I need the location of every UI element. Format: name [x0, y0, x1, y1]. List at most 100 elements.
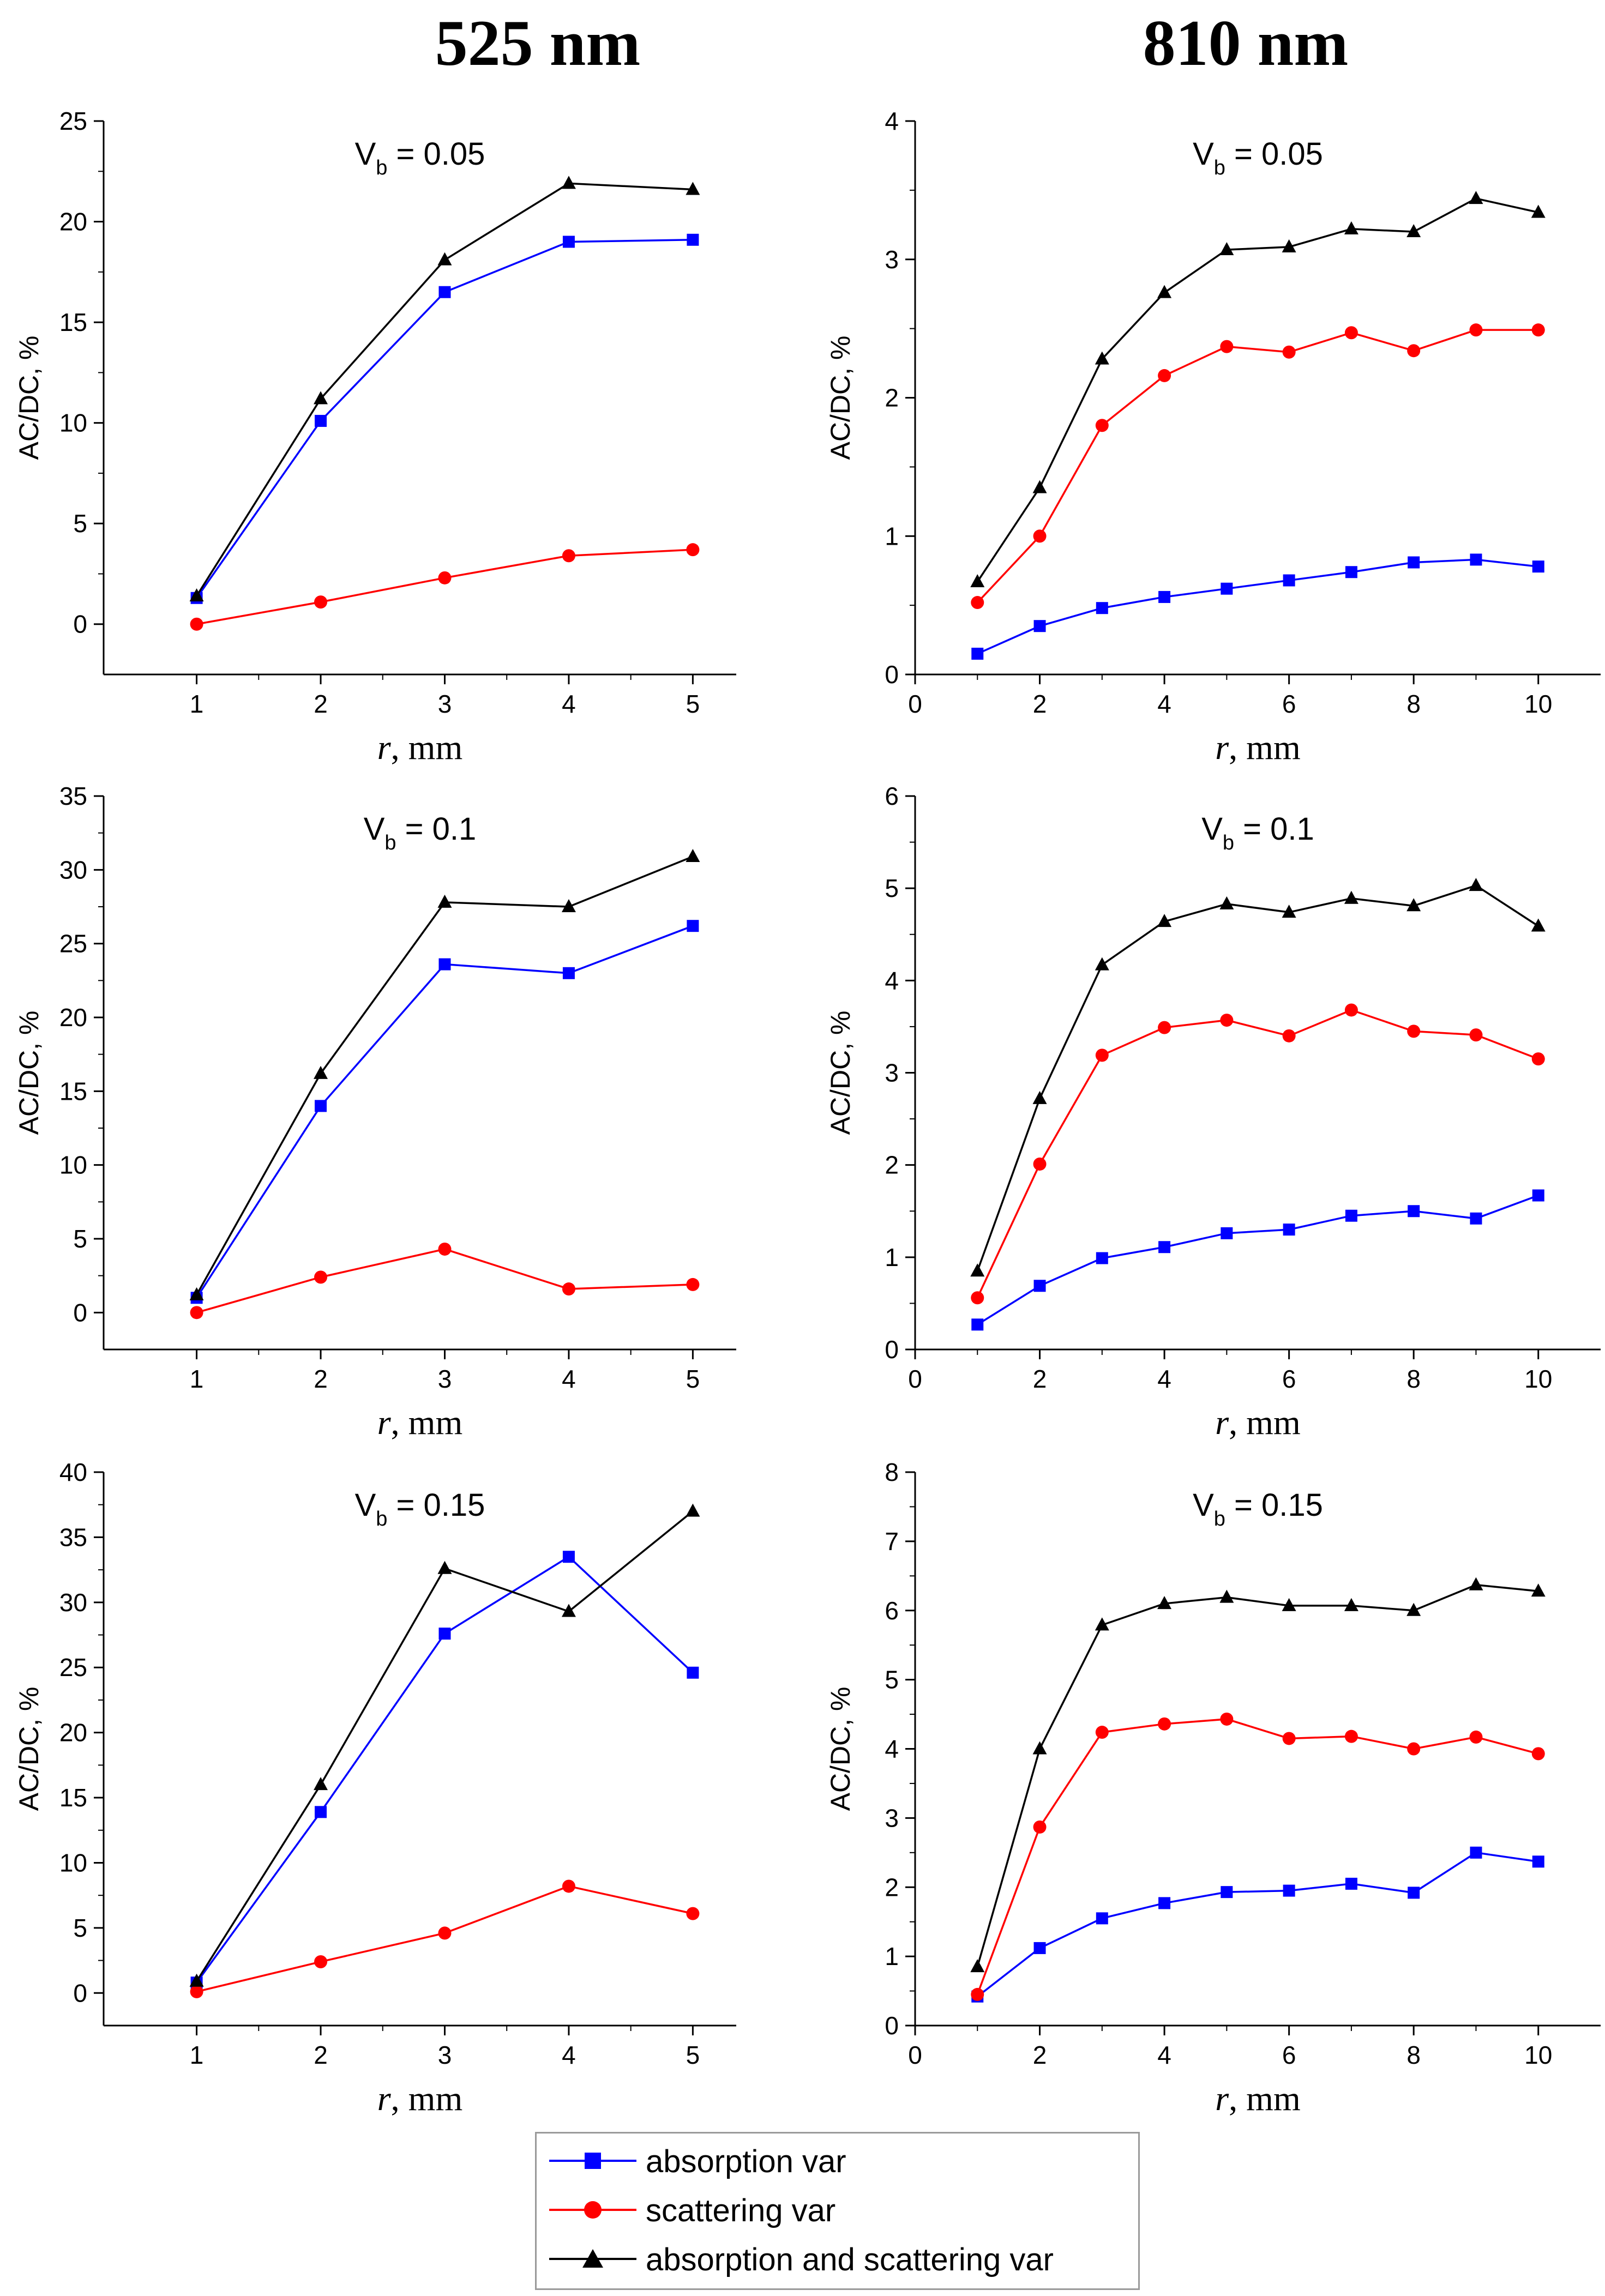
y-tick-label: 3 — [885, 1804, 899, 1832]
data-point — [1344, 1003, 1358, 1017]
y-tick-label: 15 — [59, 1077, 87, 1105]
y-tick-label: 15 — [59, 1783, 87, 1812]
chart-title-symbol: V — [355, 136, 376, 172]
data-point — [1407, 1025, 1421, 1038]
data-point — [1033, 1280, 1046, 1292]
data-point — [562, 1551, 575, 1563]
data-point — [687, 1666, 699, 1679]
data-point — [1531, 918, 1546, 932]
data-point — [1345, 1877, 1357, 1890]
x-tick-label: 6 — [1282, 690, 1296, 718]
series-line — [196, 1556, 694, 1984]
x-tick-label: 0 — [908, 690, 922, 718]
data-point — [561, 176, 576, 189]
data-point — [1096, 1252, 1108, 1264]
y-tick-label: 5 — [73, 1225, 87, 1253]
data-point — [562, 236, 575, 248]
y-tick-label: 25 — [59, 107, 87, 135]
data-point — [1282, 345, 1296, 359]
data-point — [1158, 1717, 1171, 1731]
x-tick-label: 4 — [1157, 690, 1171, 718]
data-point — [438, 1628, 451, 1640]
data-point — [971, 647, 984, 660]
series-line — [196, 1248, 693, 1314]
chart-title-value: = 0.05 — [1225, 136, 1323, 172]
x-tick-label: 5 — [686, 690, 700, 718]
y-tick-label: 25 — [59, 930, 87, 958]
data-point — [190, 1306, 203, 1319]
x-tick-label: 3 — [438, 1365, 452, 1393]
series-line — [977, 558, 1538, 655]
x-tick-label: 1 — [190, 690, 204, 718]
data-point — [1283, 1884, 1295, 1897]
x-axis-label-var: r — [1215, 728, 1229, 767]
x-axis-label-var: r — [377, 728, 392, 767]
data-point — [562, 549, 575, 563]
data-point — [1095, 957, 1109, 971]
series-line — [196, 182, 693, 596]
data-point — [1469, 191, 1483, 204]
x-axis-label-var: r — [377, 1403, 392, 1442]
data-point — [1220, 1014, 1234, 1027]
chart-title-value: = 0.1 — [1234, 811, 1314, 847]
chart-title-symbol: V — [1193, 1487, 1214, 1523]
chart-title-subscript: b — [376, 156, 387, 179]
chart-title-value: = 0.1 — [396, 811, 477, 847]
data-point — [1095, 1617, 1109, 1631]
data-point — [686, 543, 700, 557]
column-title-525: 525 nm — [435, 7, 641, 79]
legend-swatch-both — [549, 2249, 636, 2268]
data-point — [314, 1777, 328, 1791]
y-axis-label: AC/DC, % — [825, 1687, 856, 1811]
data-point — [562, 1879, 575, 1893]
series-line — [977, 1851, 1538, 1998]
chart-title-symbol: V — [364, 811, 385, 847]
data-point — [189, 1287, 204, 1300]
data-point — [1406, 1602, 1421, 1616]
y-tick-label: 1 — [885, 1942, 899, 1970]
data-point — [1344, 1598, 1358, 1611]
data-point — [562, 1282, 575, 1296]
data-point — [1157, 1596, 1172, 1610]
series-line — [196, 1510, 694, 1982]
data-point — [1344, 326, 1358, 340]
data-point — [971, 1318, 984, 1331]
data-point — [1221, 1227, 1233, 1239]
y-tick-label: 35 — [59, 782, 87, 810]
x-axis-label-unit: , mm — [1229, 728, 1301, 767]
data-point — [687, 233, 699, 246]
chart-6: 0 2 4 6 8 10 0 1 2 3 4 5 6 7 8 AC/DC, % r, mm Vb = 0.15 — [825, 1458, 1601, 2118]
y-tick-label: 20 — [59, 208, 87, 236]
data-point — [1282, 1029, 1296, 1042]
data-point — [1531, 1052, 1545, 1066]
y-tick-label: 0 — [73, 1979, 87, 2007]
data-point — [190, 617, 203, 631]
x-tick-label: 4 — [1157, 2041, 1171, 2069]
y-tick-label: 2 — [885, 1873, 899, 1901]
x-tick-label: 8 — [1406, 2041, 1421, 2069]
data-point — [1158, 590, 1171, 603]
chart-title: Vb = 0.1 — [364, 811, 477, 854]
data-point — [1033, 1820, 1047, 1834]
data-point — [1532, 561, 1544, 573]
y-tick-label: 4 — [885, 966, 899, 995]
data-point — [1157, 914, 1172, 927]
x-tick-label: 5 — [686, 2041, 700, 2069]
data-point — [1219, 1589, 1234, 1603]
chart-5: 1 2 3 4 5 0 5 10 15 20 25 30 35 40 AC/DC, % r, mm Vb = 0… — [14, 1458, 736, 2118]
x-tick-label: 10 — [1524, 2041, 1552, 2069]
chart-title-symbol: V — [355, 1487, 376, 1523]
data-point — [1344, 1729, 1358, 1743]
data-point — [437, 894, 452, 908]
legend-item-absorption: absorption var — [537, 2139, 1138, 2188]
y-tick-label: 0 — [73, 1298, 87, 1327]
y-tick-label: 1 — [885, 522, 899, 550]
data-point — [1033, 1157, 1047, 1171]
legend-item-scattering: scattering var — [537, 2188, 1138, 2237]
x-tick-label: 4 — [562, 2041, 576, 2069]
x-tick-label: 3 — [438, 690, 452, 718]
legend: absorption var scattering var absorption… — [535, 2132, 1140, 2290]
x-tick-label: 8 — [1406, 690, 1421, 718]
x-axis-label: r, mm — [1215, 1403, 1300, 1442]
data-point — [1469, 1730, 1483, 1744]
